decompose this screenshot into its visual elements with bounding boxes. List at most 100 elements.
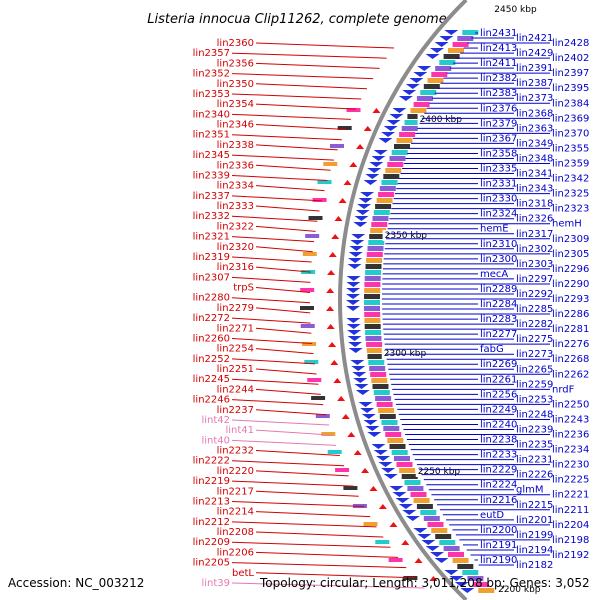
feature-block — [448, 552, 464, 557]
feature-block — [375, 396, 392, 401]
gene-label: lin2229 — [480, 465, 517, 476]
plus-strand-arrow — [429, 576, 438, 581]
gene-label: lin2201 — [516, 515, 553, 526]
gene-label: lin2238 — [480, 435, 517, 446]
feature-block — [367, 246, 384, 251]
plus-strand-arrow — [326, 324, 335, 329]
plus-strand-arrow — [333, 378, 342, 383]
gene-label: lin2209 — [193, 537, 230, 548]
gene-label: lin2182 — [516, 560, 553, 571]
plus-strand-arrow — [401, 540, 410, 545]
minus-strand-arrow — [369, 162, 384, 167]
minus-strand-arrow — [357, 204, 372, 209]
minus-strand-arrow — [376, 456, 391, 461]
feature-block — [416, 96, 433, 101]
feature-block — [305, 234, 320, 238]
gene-leader — [255, 450, 340, 457]
feature-block — [365, 336, 382, 341]
feature-block — [330, 144, 344, 148]
gene-label: lin2252 — [193, 354, 230, 365]
gene-leader — [255, 225, 316, 232]
feature-block — [364, 300, 380, 305]
minus-strand-arrow — [444, 570, 459, 575]
gene-label: lin2211 — [552, 505, 589, 516]
feature-block — [364, 324, 381, 329]
feature-block — [365, 270, 382, 275]
gene-label: lin2387 — [516, 78, 553, 89]
feature-block — [420, 90, 437, 95]
minus-strand-arrow — [413, 72, 428, 77]
feature-block — [373, 210, 390, 215]
gene-label: lin2286 — [552, 309, 589, 320]
gene-leader — [231, 317, 311, 324]
gene-label: lin2271 — [217, 323, 254, 334]
minus-strand-arrow — [392, 108, 407, 113]
feature-block — [304, 360, 319, 364]
gene-leader — [255, 531, 384, 538]
feature-block — [404, 480, 421, 485]
feature-block — [375, 540, 390, 544]
gene-label: lin2337 — [193, 191, 230, 202]
gene-leader — [255, 511, 371, 518]
gene-label: lint40 — [201, 435, 230, 446]
gene-label: lin2205 — [193, 558, 230, 569]
feature-block — [381, 180, 398, 185]
gene-leader — [255, 307, 311, 314]
minus-strand-arrow — [346, 276, 361, 281]
gene-label: lin2324 — [480, 209, 517, 220]
minus-strand-arrow — [386, 120, 401, 125]
feature-block — [457, 564, 474, 569]
feature-block — [457, 36, 474, 41]
feature-block — [373, 390, 390, 395]
feature-block — [383, 426, 400, 431]
feature-block — [311, 396, 326, 400]
gene-label: lin2256 — [480, 389, 517, 400]
gene-label: lin2279 — [217, 303, 254, 314]
minus-strand-arrow — [365, 174, 380, 179]
gene-leader — [231, 460, 345, 467]
gene-leader — [255, 185, 325, 192]
gene-leader — [255, 205, 320, 212]
feature-block — [423, 84, 440, 89]
gene-leader — [231, 521, 377, 528]
minus-strand-arrow — [348, 252, 363, 257]
gene-label: lin2251 — [217, 364, 254, 375]
minus-strand-arrow — [389, 486, 404, 491]
plus-strand-arrow — [349, 162, 358, 167]
gene-label: hemH — [552, 219, 582, 230]
gene-label: lin2262 — [552, 369, 589, 380]
gene-label: lin2376 — [480, 103, 517, 114]
feature-block — [439, 60, 456, 65]
gene-label: lin2325 — [552, 189, 589, 200]
gene-label: lin2237 — [217, 405, 254, 416]
genome-backbone — [337, 0, 468, 600]
backbone-arc — [337, 0, 468, 600]
feature-block — [407, 486, 424, 491]
minus-strand-arrow — [371, 156, 386, 161]
feature-block — [367, 354, 384, 359]
feature-block — [472, 582, 489, 587]
feature-block — [427, 522, 444, 527]
gene-label: lin2383 — [480, 88, 517, 99]
gene-label: lin2226 — [516, 470, 553, 481]
gene-leader — [231, 297, 311, 304]
gene-label: lin2232 — [217, 446, 254, 457]
feature-block — [369, 366, 386, 371]
gene-label: hemE — [480, 224, 509, 235]
feature-block — [364, 318, 381, 323]
feature-block — [302, 252, 317, 256]
feature-block — [389, 156, 406, 161]
plus-strand-arrow — [338, 198, 347, 203]
gene-leader — [231, 154, 335, 161]
gene-label: lin2421 — [516, 33, 553, 44]
feature-block — [335, 468, 350, 472]
gene-leader — [231, 582, 425, 589]
gene-label: lin2269 — [480, 359, 517, 370]
minus-strand-arrow — [444, 30, 459, 35]
gene-leader — [255, 124, 347, 131]
gene-label: lin2318 — [516, 199, 553, 210]
minus-strand-arrow — [373, 450, 388, 455]
gene-label: lin2248 — [516, 409, 553, 420]
gene-label: lint39 — [201, 578, 230, 589]
gene-label: lint42 — [201, 415, 230, 426]
